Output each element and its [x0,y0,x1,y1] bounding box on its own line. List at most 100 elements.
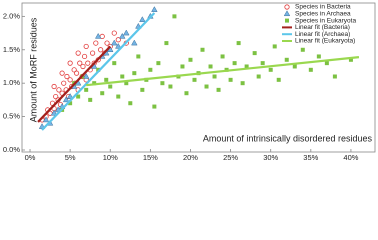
point [123,29,130,36]
point [82,72,90,79]
point [104,40,110,46]
point [240,81,245,86]
point [59,70,65,76]
y-tick-label: 1.5% [3,45,20,54]
point [88,97,93,102]
legend-swatch [283,10,291,17]
y-tick-label: 2.0% [3,11,20,20]
point [151,6,158,12]
point [148,67,153,72]
point [73,70,80,76]
point [139,16,146,22]
x-tick-label: 5% [65,153,76,162]
point [111,30,117,36]
point [228,77,233,82]
point [120,74,125,79]
point [132,71,137,76]
point [93,40,99,46]
point [244,64,249,69]
x-tick-label: 0% [25,153,36,162]
point [152,104,157,109]
point [83,43,89,50]
x-tick-label: 25% [223,153,238,162]
point [67,77,73,83]
point [220,54,225,59]
point [42,116,50,123]
point [276,77,281,82]
legend-label: Linear fit (Eukaryota) [295,38,355,45]
point [50,109,58,116]
y-tick-label: 0.0% [3,145,20,154]
point [128,101,133,106]
x-tick-label: 40% [343,153,358,162]
legend-label: Linear fit (Bacteria) [295,24,350,31]
point [53,93,59,100]
chart: Amount of MoRF residues Amount of intrin… [3,2,376,162]
point [67,60,73,66]
point [164,41,169,46]
point [66,93,74,99]
fit-line [41,12,156,131]
point [108,84,113,89]
point [200,47,205,52]
legend-label: Species in Eukaryota [295,17,356,24]
point [75,50,81,56]
point [124,81,129,86]
point [308,67,313,72]
point [268,67,273,72]
point [160,81,165,86]
point [77,60,83,66]
point [76,94,81,99]
point [188,57,193,62]
point [104,77,109,82]
point [256,74,261,79]
point [180,64,185,69]
y-tick-label: 0.5% [3,112,20,121]
point [232,61,237,66]
point [300,47,305,52]
point [61,80,67,86]
point [111,39,118,46]
point [51,83,57,90]
legend-swatch [285,18,289,23]
point [68,101,73,106]
point [71,67,77,73]
point [316,54,321,59]
x-tick-label: 20% [183,153,198,162]
point [80,63,86,70]
point [115,42,122,49]
point [64,73,70,80]
point [98,47,104,53]
point [96,67,101,72]
point [184,91,189,96]
point [260,61,265,66]
x-tick-label: 15% [143,153,158,162]
point [119,32,126,39]
legend-label: Linear fit (Archaea) [295,31,350,38]
point [116,94,121,99]
plot-frame [21,2,376,153]
point [112,61,117,66]
legend-swatch [284,4,290,10]
point [168,84,173,89]
point [131,39,138,46]
point [236,41,241,46]
point [332,74,337,79]
point [56,87,62,93]
point [212,74,217,79]
point [136,54,141,59]
point [172,14,177,19]
legend-label: Species in Bacteria [295,4,351,11]
y-axis-label: Amount of MoRF residues [28,17,38,122]
point [208,64,213,69]
x-tick-label: 10% [103,153,118,162]
point [81,53,88,60]
point [284,57,289,62]
point [272,44,277,49]
point [204,84,209,89]
point [94,32,102,39]
point [115,37,121,43]
fit-line [86,56,360,87]
legend-label: Species in Archaea [295,11,351,18]
point [92,81,97,86]
